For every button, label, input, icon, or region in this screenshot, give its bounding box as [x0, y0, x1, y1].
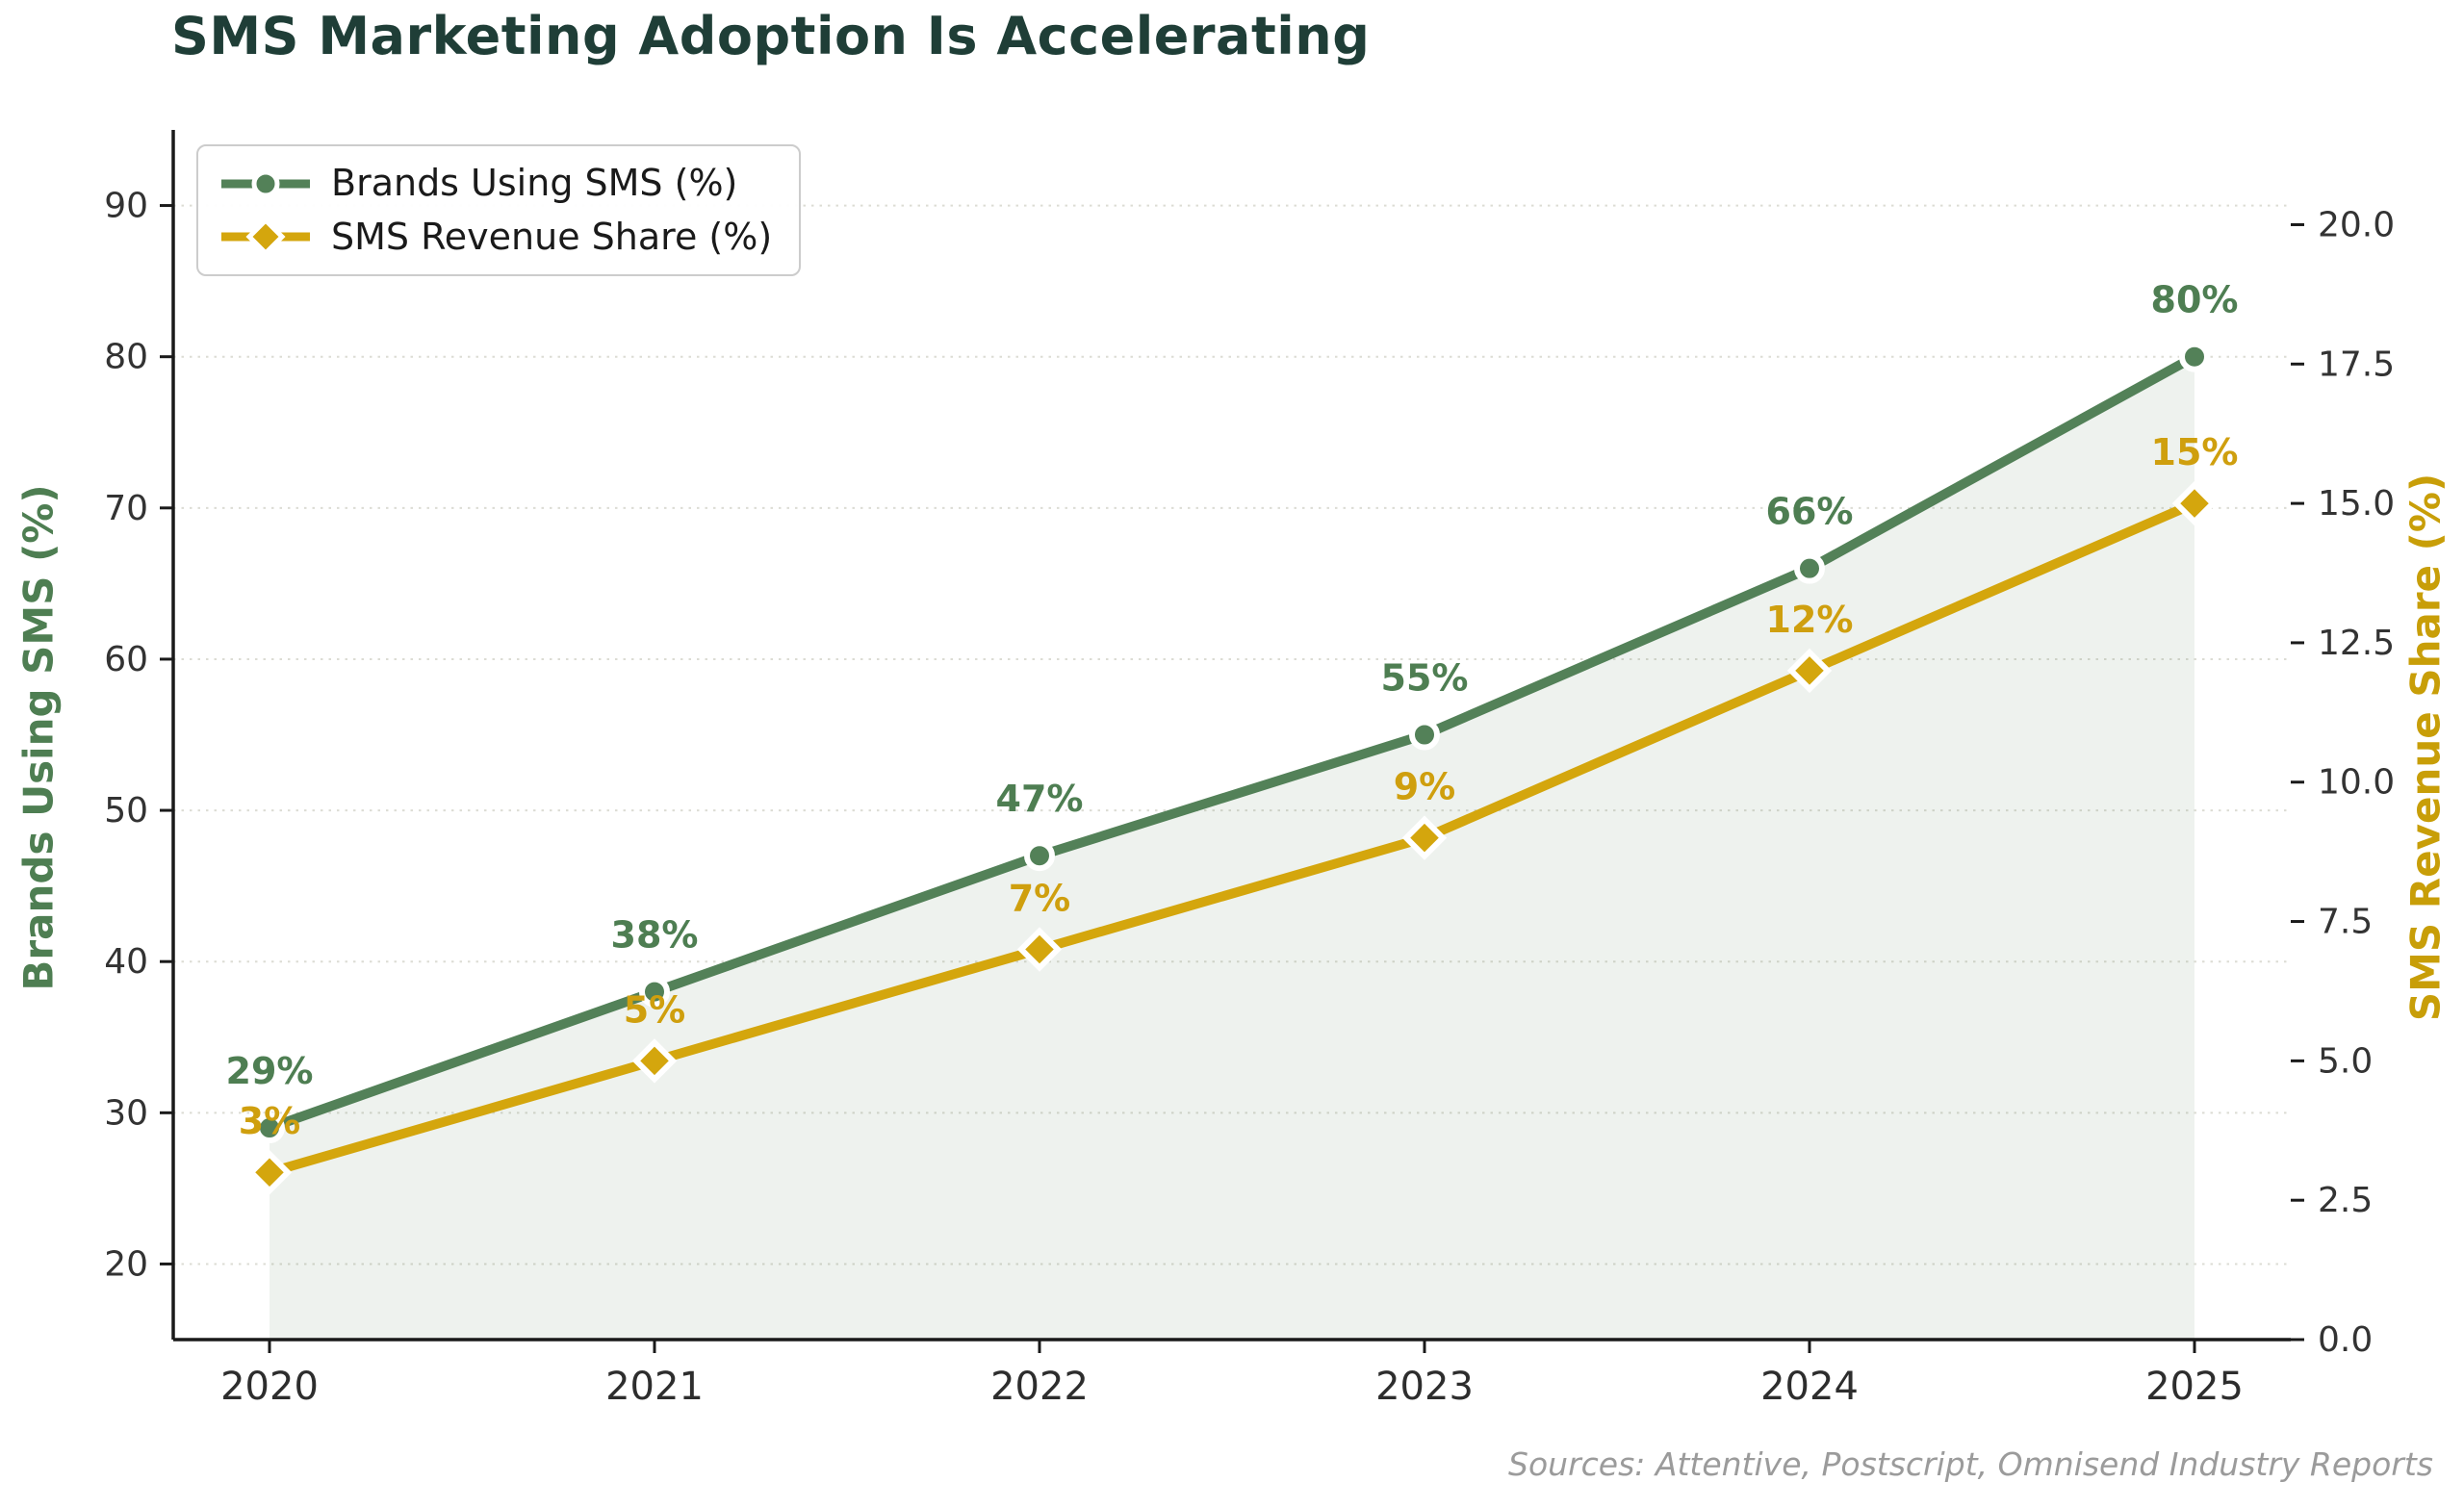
right-tick-label: 20.0	[2318, 205, 2395, 244]
left-tick-label: 60	[104, 640, 148, 679]
data-point-label: 38%	[611, 914, 699, 957]
left-tick-label: 40	[104, 942, 148, 982]
x-tick-label: 2023	[1375, 1365, 1474, 1409]
data-point-marker	[1794, 552, 1825, 584]
data-point-marker	[631, 1038, 678, 1084]
right-tick-label: 7.5	[2318, 903, 2373, 942]
legend-label: SMS Revenue Share (%)	[331, 215, 773, 258]
left-tick-label: 90	[104, 187, 148, 226]
data-point-label: 29%	[226, 1050, 314, 1092]
left-tick-label: 70	[104, 489, 148, 528]
chart-title: SMS Marketing Adoption Is Accelerating	[171, 6, 1371, 66]
x-tick-label: 2020	[220, 1365, 319, 1409]
data-point-label: 3%	[239, 1100, 301, 1142]
data-point-marker	[246, 1149, 293, 1195]
right-tick-label: 2.5	[2318, 1181, 2373, 1220]
right-tick-label: 5.0	[2318, 1041, 2373, 1081]
x-tick-label: 2022	[990, 1365, 1089, 1409]
left-tick-label: 50	[104, 791, 148, 831]
legend-label: Brands Using SMS (%)	[331, 162, 738, 204]
x-tick-label: 2024	[1760, 1365, 1859, 1409]
legend-item-revenue: SMS Revenue Share (%)	[219, 216, 772, 260]
data-point-label: 15%	[2151, 431, 2239, 473]
data-point-marker	[1401, 815, 1448, 860]
data-point-marker	[254, 1112, 285, 1144]
data-point-label: 7%	[1009, 878, 1071, 920]
data-point-marker	[1024, 840, 1055, 872]
series-line-0	[265, 351, 2199, 1134]
right-tick-label: 12.5	[2318, 624, 2395, 663]
data-point-label: 5%	[624, 988, 686, 1031]
source-note: Sources: Attentive, Postscript, Omnisend…	[1508, 1445, 2433, 1483]
area-fill	[270, 356, 2194, 1340]
legend-swatch-line-diamond-icon	[221, 217, 310, 257]
data-point-label: 66%	[1766, 491, 1854, 533]
left-tick-label: 20	[104, 1244, 148, 1284]
legend: Brands Using SMS (%) SMS Revenue Share (…	[196, 144, 802, 277]
right-tick-label: 17.5	[2318, 345, 2395, 384]
data-point-marker	[2179, 341, 2210, 372]
legend-item-brands: Brands Using SMS (%)	[219, 162, 772, 206]
right-axis-title: SMS Revenue Share (%)	[2401, 473, 2450, 1022]
data-point-marker	[639, 976, 670, 1008]
data-point-marker	[1786, 648, 1833, 694]
series-points-0: 29% 38% 47% 55% 66% 80%	[226, 279, 2239, 1144]
legend-swatch-line-circle-icon	[221, 169, 310, 198]
data-point-marker	[1409, 719, 1440, 751]
series-line-1	[265, 498, 2199, 1178]
right-tick-label: 0.0	[2318, 1320, 2373, 1360]
series-points-1: 3% 5% 7% 9% 12% 15%	[239, 431, 2239, 1195]
data-point-label: 55%	[1381, 657, 1469, 700]
right-tick-label: 10.0	[2318, 763, 2395, 803]
left-axis-title: Brands Using SMS (%)	[14, 484, 63, 991]
right-tick-label: 15.0	[2318, 484, 2395, 524]
data-point-label: 47%	[996, 778, 1084, 820]
left-tick-label: 80	[104, 338, 148, 377]
data-point-marker	[1016, 927, 1063, 972]
x-tick-label: 2025	[2145, 1365, 2244, 1409]
data-point-marker	[2171, 480, 2218, 526]
x-tick-label: 2021	[605, 1365, 704, 1409]
data-point-label: 12%	[1766, 599, 1854, 641]
data-point-label: 9%	[1394, 766, 1456, 808]
data-point-label: 80%	[2151, 279, 2239, 321]
left-tick-label: 30	[104, 1093, 148, 1133]
